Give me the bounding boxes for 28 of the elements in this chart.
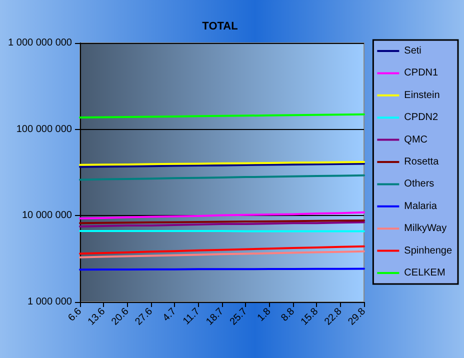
x-tick-label: 4.7 [160, 306, 179, 324]
legend-label: Einstein [404, 90, 440, 101]
x-tick-label: 1.8 [256, 306, 274, 324]
chart-title: TOTAL [202, 20, 238, 32]
x-tick-label: 20.6 [110, 306, 132, 328]
x-tick-label: 11.7 [181, 306, 203, 328]
x-tick-label: 22.8 [322, 306, 345, 328]
y-tick-label: 100 000 000 [16, 124, 72, 135]
legend-label: Rosetta [404, 156, 440, 168]
legend-label: CELKEM [404, 268, 446, 278]
legend-label: Others [404, 178, 434, 190]
x-tick-label: 13.6 [86, 306, 108, 328]
legend-label: QMC [404, 134, 428, 146]
x-tick-label: 27.6 [133, 306, 156, 328]
legend-label: Malaria [404, 200, 438, 212]
y-tick-label: 10 000 000 [22, 210, 72, 222]
legend-label: Seti [404, 46, 422, 56]
line-series [79, 245, 365, 255]
x-tick-label: 15.8 [299, 306, 321, 328]
x-tick-label: 6.6 [66, 306, 84, 324]
legend-label: CPDN2 [404, 112, 439, 124]
legend-label: Spinhenge [404, 245, 452, 256]
legend-label: CPDN1 [404, 68, 439, 79]
y-tick-label: 1 000 000 000 [8, 38, 72, 48]
y-tick-label: 1 000 000 [28, 296, 72, 308]
x-tick-label: 8.8 [279, 306, 298, 324]
legend-label: MilkyWay [404, 223, 447, 234]
x-tick-label: 29.8 [346, 306, 368, 328]
